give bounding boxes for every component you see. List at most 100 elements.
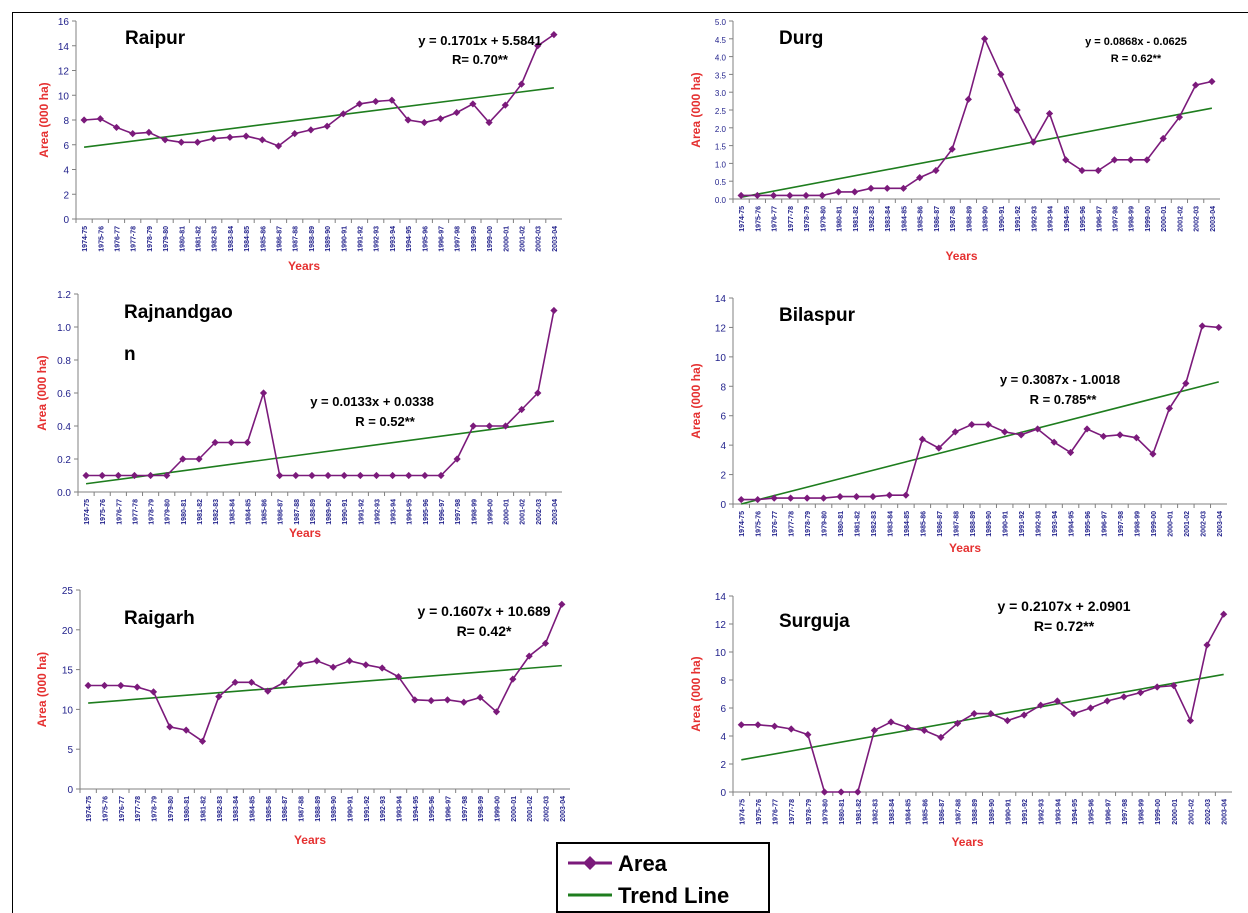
x-tick-label: 2002-03 [536,499,543,525]
legend: Area Trend Line [556,842,770,913]
area-point [851,188,859,196]
x-tick-label: 1974-75 [84,499,91,525]
x-tick-label: 1997-98 [455,226,462,252]
area-point [818,191,826,200]
area-point [951,428,959,436]
x-tick-label: 1992-93 [380,796,387,822]
area-point [469,422,477,430]
area-point [436,115,445,123]
area-point [1186,717,1195,725]
x-tick-label: 2001-02 [1188,799,1195,825]
x-tick-label: 1988-89 [970,511,977,537]
x-tick-label: 1992-93 [1036,511,1043,537]
x-tick-label: 1980-81 [839,799,846,825]
area-point [1034,425,1042,433]
area-point [133,683,141,691]
y-tick-label: 25 [62,586,74,597]
x-tick-label: 2003-04 [1222,799,1229,825]
y-axis-title: Area (000 ha) [689,656,703,731]
x-tick-label: 1979-80 [163,226,170,252]
chart-panel-1: 0 2 4 6 8 10 12 14 16 1974-75 1975-76 1976-77 1977-7… [37,17,562,273]
area-point [1003,717,1012,725]
area-point [1103,697,1111,705]
y-tick-label: 12 [58,67,70,78]
area-point [145,128,153,136]
x-tick-label: 1989-90 [326,499,333,525]
x-tick-label: 1993-94 [391,499,398,525]
area-point [394,673,403,681]
x-tick-label: 1977-78 [789,799,796,825]
x-tick-label: 1997-98 [462,796,469,822]
area-point [883,184,891,192]
x-tick-label: 1986-87 [282,796,289,822]
area-point [534,389,542,397]
x-tick-label: 1998-99 [1129,206,1136,232]
x-tick-label: 1986-87 [934,206,941,232]
y-tick-label: 5 [67,745,73,756]
area-point [243,438,251,447]
area-point [737,721,745,729]
area-point [231,678,239,686]
x-tick-label: 1978-79 [804,206,811,232]
x-tick-label: 2001-02 [1177,206,1184,232]
x-tick-label: 2001-02 [1184,511,1191,537]
area-point [129,130,137,138]
x-tick-label: 1995-96 [1089,799,1096,825]
area-point [1020,711,1028,719]
area-point [984,420,992,429]
area-point [339,110,347,118]
area-point [1165,404,1173,412]
area-point [770,722,779,730]
x-axis-title: Years [945,249,977,263]
area-point [916,174,924,182]
chart-title: Rajnandgao [124,302,233,323]
y-tick-label: 2.5 [715,107,727,116]
x-tick-label: 1995-96 [429,796,436,822]
x-tick-label: 1982-83 [872,799,879,825]
x-tick-label: 1975-76 [756,511,763,537]
area-point [264,687,272,695]
area-point [501,101,509,109]
x-tick-label: 1994-95 [1064,206,1071,232]
x-tick-label: 2000-01 [511,796,518,822]
area-point [114,471,122,480]
area-point [1001,428,1009,436]
area-point [274,142,283,150]
area-point [84,681,92,690]
x-tick-label: 1978-79 [149,499,156,525]
x-tick-label: 1995-96 [422,226,429,252]
y-tick-label: 0.0 [715,196,727,205]
x-tick-label: 1988-89 [315,796,322,822]
area-point [987,710,995,718]
y-tick-label: 8 [720,676,726,687]
x-tick-label: 1999-00 [487,226,494,252]
area-point [453,108,461,117]
area-point [803,494,811,502]
chart-title: Surguja [779,611,850,632]
x-tick-label: 1977-78 [135,796,142,822]
x-tick-label: 1983-84 [885,206,892,232]
area-point [291,130,299,138]
area-point [870,726,878,734]
y-tick-label: 4.5 [715,36,727,45]
area-point [1159,134,1167,143]
x-tick-label: 1983-84 [887,511,894,537]
area-point [193,138,202,146]
area-point [378,664,386,672]
x-tick-label: 1985-86 [266,796,273,822]
area-point [1045,109,1054,118]
chart-panel-3: 0.0 0.2 0.4 0.6 0.8 1.0 1.2 1974-75 1975-76 1976-… [35,290,562,540]
area-point [1070,710,1078,718]
y-tick-label: 0.8 [57,356,71,367]
y-tick-label: 5.0 [715,18,727,27]
y-tick-label: 3.0 [715,89,727,98]
x-tick-label: 1992-93 [374,226,381,252]
area-point [130,471,139,480]
chart-title: Durg [779,28,823,49]
x-tick-label: 1987-88 [293,226,300,252]
area-point [786,191,794,200]
correlation-value: R= 0.42* [457,623,512,639]
y-tick-label: 6 [720,412,726,423]
area-point [388,96,396,104]
